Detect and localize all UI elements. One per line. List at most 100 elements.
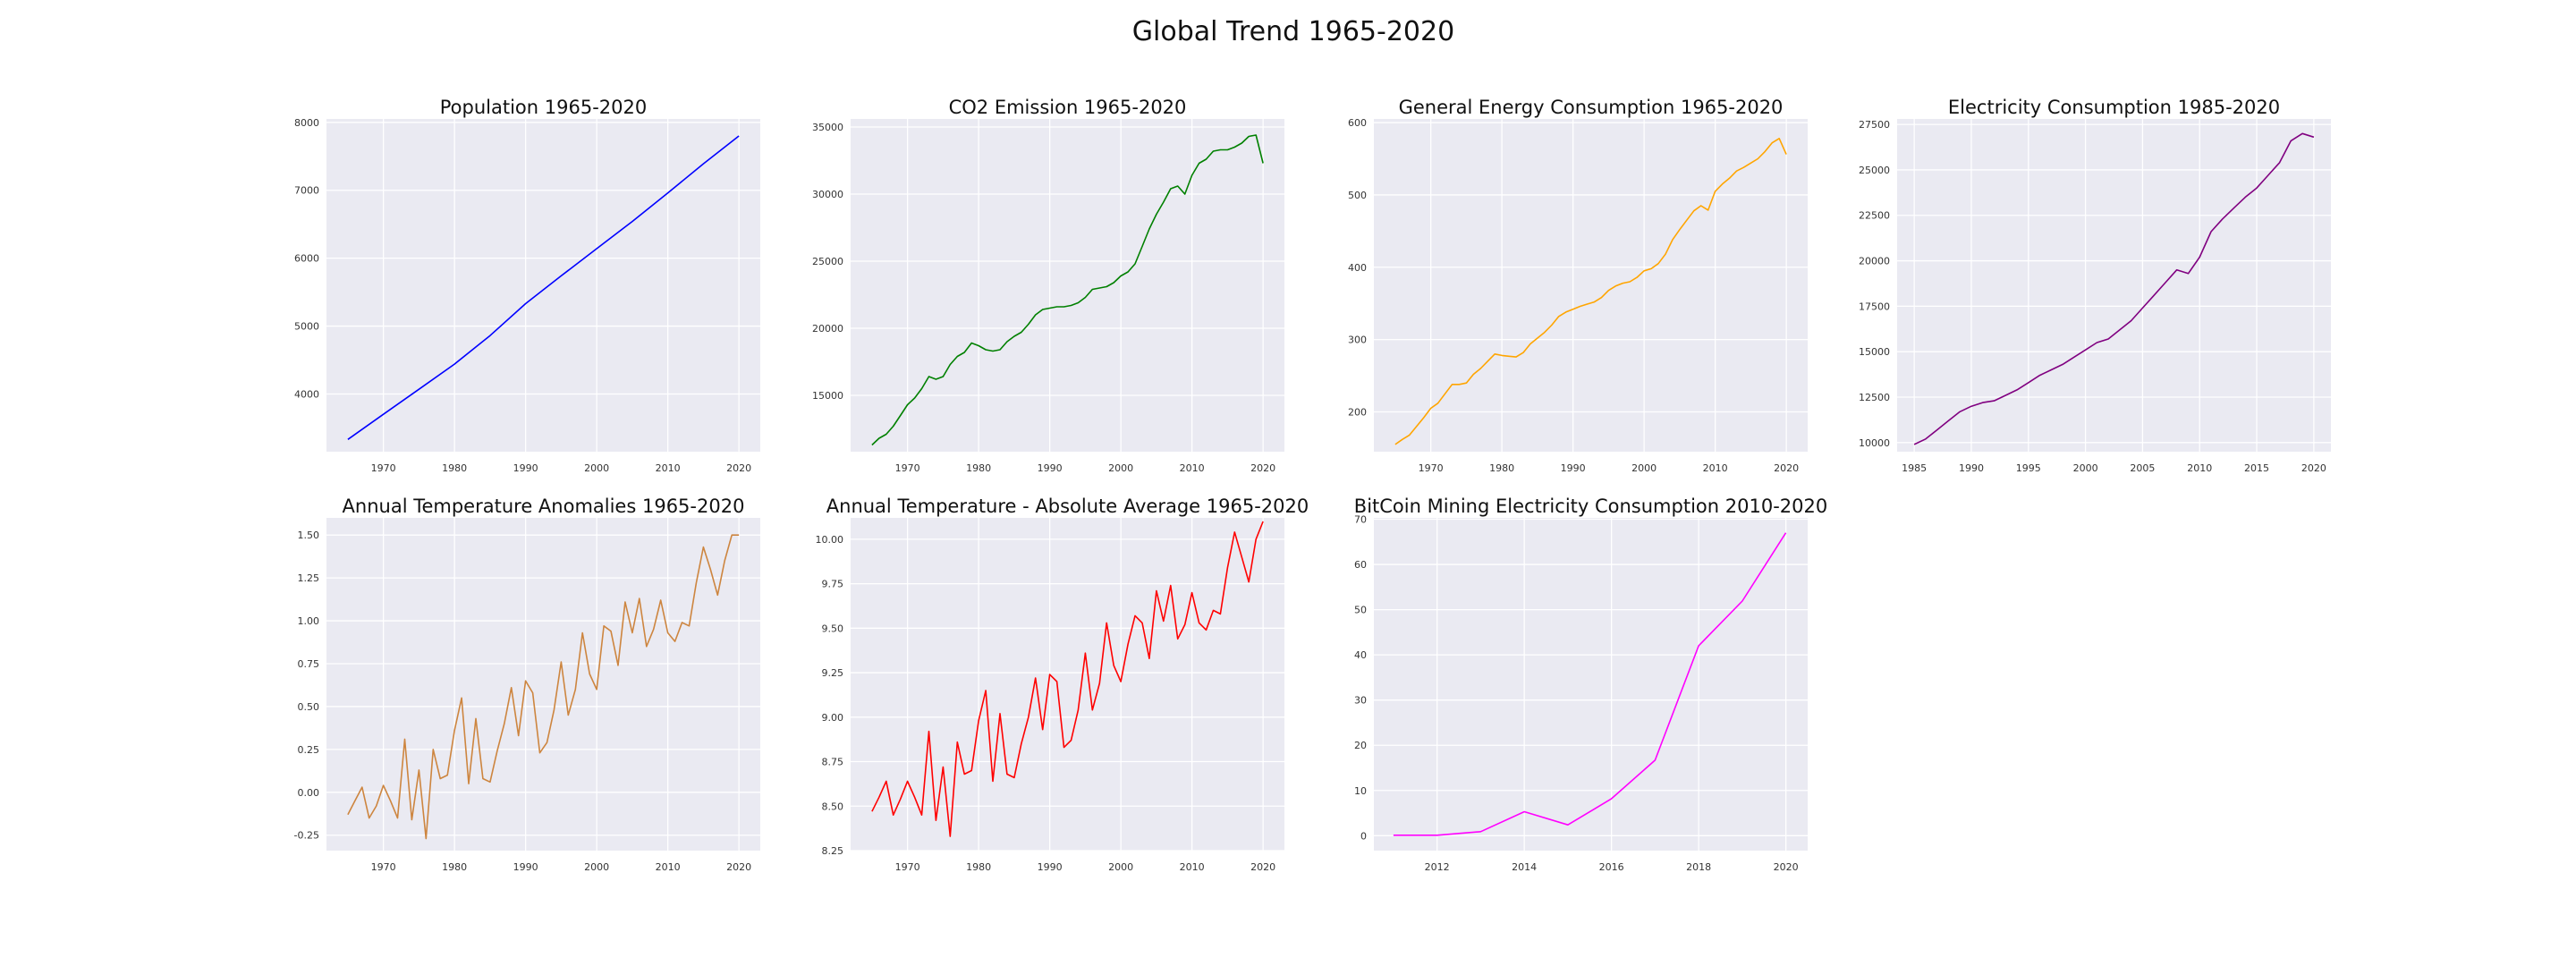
x-tick-label: 1970 — [371, 462, 396, 474]
y-tick-label: 0.25 — [298, 744, 320, 756]
y-tick-label: 30000 — [812, 189, 843, 200]
series-line — [347, 534, 740, 840]
y-tick-label: 600 — [1348, 117, 1367, 129]
y-tick-label: 9.25 — [822, 667, 844, 679]
y-tick-label: 5000 — [294, 321, 319, 333]
x-tick-label: 2012 — [1425, 861, 1450, 873]
x-tick-label: 1990 — [1561, 462, 1586, 474]
x-tick-label: 2020 — [2301, 462, 2326, 474]
y-tick-label: 20000 — [1859, 256, 1890, 267]
x-tick-label: 2020 — [1250, 462, 1275, 474]
y-tick-label: 1.25 — [298, 572, 320, 584]
chart-panel: 1970 1980 1990 2000 2010 2020 4000 5000 6000 7000… — [294, 97, 760, 474]
y-tick-label: 1.50 — [298, 530, 320, 541]
x-tick-label: 2020 — [726, 462, 751, 474]
x-tick-label: 2010 — [656, 462, 681, 474]
x-tick-label: 2010 — [2187, 462, 2212, 474]
y-tick-label: 0.00 — [298, 787, 320, 799]
x-tick-label: 1970 — [895, 861, 920, 873]
y-tick-label: 25000 — [812, 256, 843, 267]
chart-title: Annual Temperature - Absolute Average 19… — [826, 496, 1309, 517]
y-tick-label: 15000 — [812, 390, 843, 402]
chart-title: CO2 Emission 1965-2020 — [949, 97, 1187, 118]
x-tick-label: 2000 — [2073, 462, 2098, 474]
y-tick-label: 27500 — [1859, 119, 1890, 131]
plot-area — [851, 119, 1284, 452]
x-tick-label: 2010 — [1703, 462, 1728, 474]
x-tick-label: 1990 — [1038, 861, 1063, 873]
y-tick-label: 22500 — [1859, 210, 1890, 222]
y-tick-label: -0.25 — [294, 830, 319, 842]
x-tick-label: 1980 — [442, 861, 467, 873]
y-tick-label: 70 — [1354, 514, 1367, 526]
x-tick-label: 1990 — [513, 861, 538, 873]
y-tick-label: 30 — [1354, 695, 1367, 707]
y-tick-label: 0.50 — [298, 701, 320, 713]
y-tick-label: 10 — [1354, 785, 1367, 797]
x-tick-label: 1980 — [966, 861, 991, 873]
x-tick-label: 1970 — [371, 861, 396, 873]
y-tick-label: 9.00 — [822, 712, 844, 724]
x-tick-label: 1970 — [1419, 462, 1444, 474]
y-tick-label: 20 — [1354, 740, 1367, 751]
x-tick-label: 2000 — [1108, 861, 1133, 873]
x-tick-label: 2000 — [584, 861, 609, 873]
y-tick-label: 10.00 — [816, 534, 844, 546]
x-tick-label: 2015 — [2244, 462, 2269, 474]
x-tick-label: 1990 — [1038, 462, 1063, 474]
x-tick-label: 1970 — [895, 462, 920, 474]
y-tick-label: 17500 — [1859, 301, 1890, 312]
y-tick-label: 200 — [1348, 407, 1367, 419]
plot-area — [1374, 119, 1808, 452]
x-tick-label: 2005 — [2130, 462, 2155, 474]
x-tick-label: 1990 — [513, 462, 538, 474]
x-tick-label: 2020 — [1250, 861, 1275, 873]
y-tick-label: 20000 — [812, 323, 843, 335]
y-tick-label: 40 — [1354, 649, 1367, 661]
chart-panel: 1970 1980 1990 2000 2010 2020 8.25 8.50 8.75 9.00… — [816, 496, 1309, 873]
y-tick-label: 8.25 — [822, 845, 844, 857]
x-tick-label: 2020 — [1774, 462, 1799, 474]
x-tick-label: 2010 — [1180, 861, 1205, 873]
x-tick-label: 1985 — [1902, 462, 1927, 474]
y-tick-label: 0.75 — [298, 658, 320, 670]
plot-area — [326, 119, 760, 452]
y-tick-label: 7000 — [294, 185, 319, 197]
x-tick-label: 2000 — [1108, 462, 1133, 474]
y-tick-label: 60 — [1354, 559, 1367, 571]
x-tick-label: 1980 — [1489, 462, 1514, 474]
y-tick-label: 0 — [1360, 830, 1367, 842]
y-tick-label: 8000 — [294, 117, 319, 129]
x-tick-label: 1990 — [1959, 462, 1984, 474]
x-tick-label: 2020 — [1774, 861, 1799, 873]
y-tick-label: 50 — [1354, 605, 1367, 616]
y-tick-label: 500 — [1348, 190, 1367, 201]
series-line — [347, 135, 740, 440]
x-tick-label: 2014 — [1512, 861, 1537, 873]
y-tick-label: 12500 — [1859, 392, 1890, 403]
series-line — [1394, 138, 1787, 445]
series-line — [871, 521, 1264, 837]
x-tick-label: 2010 — [1180, 462, 1205, 474]
y-tick-label: 6000 — [294, 253, 319, 265]
chart-title: BitCoin Mining Electricity Consumption 2… — [1354, 496, 1827, 517]
y-tick-label: 300 — [1348, 335, 1367, 346]
x-tick-label: 2000 — [584, 462, 609, 474]
x-tick-label: 2018 — [1686, 861, 1711, 873]
chart-panel: 1970 1980 1990 2000 2010 2020 200 300 400 500 600 G… — [1348, 97, 1808, 474]
chart-panel: 1970 1980 1990 2000 2010 2020 15000 20000 25000 3… — [812, 97, 1284, 474]
y-tick-label: 9.50 — [822, 623, 844, 634]
chart-title: Electricity Consumption 1985-2020 — [1948, 97, 2280, 118]
y-tick-label: 400 — [1348, 262, 1367, 274]
x-tick-label: 1980 — [442, 462, 467, 474]
x-tick-label: 2020 — [726, 861, 751, 873]
chart-panel: 1985 1990 1995 2000 2005 2010 2015 2020 10000 125… — [1859, 97, 2331, 474]
chart-title: General Energy Consumption 1965-2020 — [1399, 97, 1784, 118]
plot-area — [1374, 518, 1808, 851]
y-tick-label: 1.00 — [298, 615, 320, 627]
x-tick-label: 2000 — [1631, 462, 1657, 474]
plot-area — [1897, 119, 2331, 452]
y-tick-label: 35000 — [812, 122, 843, 133]
plot-area — [326, 518, 760, 851]
